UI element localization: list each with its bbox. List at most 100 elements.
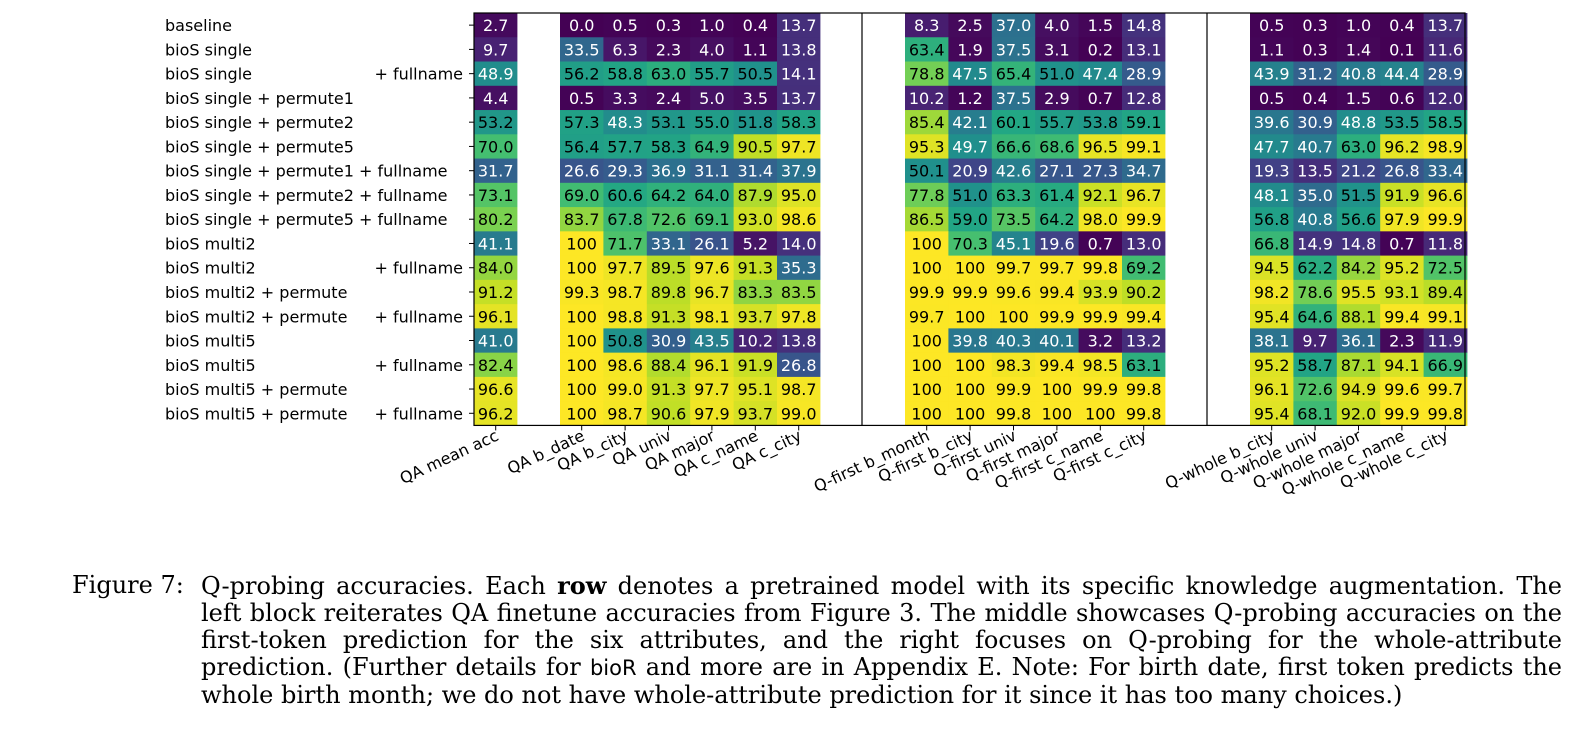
heatmap-cell <box>948 328 993 354</box>
cell-value: 90.6 <box>651 404 687 423</box>
heatmap-cell <box>690 207 734 232</box>
heatmap-cell <box>1122 352 1166 378</box>
heatmap-cell <box>1423 376 1468 402</box>
cell-value: 99.4 <box>1384 307 1420 326</box>
cell-value: 99.8 <box>1082 259 1118 278</box>
cell-value: 2.5 <box>957 16 982 35</box>
heatmap-cell <box>1336 134 1381 159</box>
heatmap-cell <box>1336 182 1381 208</box>
cell-value: 9.7 <box>1302 332 1327 351</box>
cell-value: 48.3 <box>607 113 643 132</box>
cell-value: 31.1 <box>694 162 730 181</box>
cell-value: 72.6 <box>651 210 687 229</box>
cell-value: 63.4 <box>909 40 945 59</box>
cell-value: 99.4 <box>1126 307 1162 326</box>
heatmap-cell <box>1380 207 1424 232</box>
heatmap-cell <box>646 61 691 87</box>
heatmap-cell <box>905 376 949 402</box>
heatmap-cell <box>690 13 734 38</box>
heatmap-cell <box>1380 231 1424 256</box>
cell-value: 58.3 <box>781 113 817 132</box>
cell-value: 55.7 <box>694 65 730 84</box>
heatmap-cell <box>991 328 1036 354</box>
heatmap-cell <box>905 110 949 135</box>
heatmap-cell <box>905 13 949 38</box>
cell-value: 100 <box>566 380 597 399</box>
cell-value: 42.1 <box>952 113 988 132</box>
heatmap-cell <box>777 182 821 208</box>
cell-value: 91.3 <box>651 307 687 326</box>
cell-value: 97.8 <box>781 307 817 326</box>
cell-value: 13.7 <box>781 16 817 35</box>
cell-value: 99.7 <box>996 259 1032 278</box>
heatmap-cell <box>905 37 949 62</box>
heatmap-cell <box>1380 13 1424 38</box>
cell-value: 69.0 <box>564 186 600 205</box>
heatmap-cell <box>474 37 518 62</box>
row-label: bioS single + permute1 <box>165 89 354 108</box>
cell-value: 98.7 <box>781 380 817 399</box>
heatmap-cell <box>1380 328 1424 354</box>
cell-value: 71.7 <box>607 234 643 253</box>
heatmap-cell <box>948 85 993 111</box>
cell-value: 93.0 <box>737 210 773 229</box>
heatmap-cell <box>1293 37 1338 62</box>
heatmap-cell <box>1122 231 1166 256</box>
heatmap-cell <box>777 304 821 329</box>
heatmap-cell <box>733 279 778 305</box>
cell-value: 64.9 <box>694 137 730 156</box>
cell-value: 100 <box>911 404 942 423</box>
cell-value: 0.4 <box>1389 16 1414 35</box>
heatmap-cell <box>905 231 949 256</box>
cell-value: 96.6 <box>478 380 514 399</box>
heatmap-cell <box>1250 231 1294 256</box>
cell-value: 96.7 <box>694 283 730 302</box>
row-label-suffix: + fullname <box>374 259 463 278</box>
heatmap-cell <box>777 328 821 354</box>
cell-value: 26.8 <box>1384 162 1420 181</box>
cell-value: 91.3 <box>651 380 687 399</box>
cell-value: 70.3 <box>952 234 988 253</box>
cell-value: 12.8 <box>1126 89 1162 108</box>
heatmap-cell <box>733 85 778 111</box>
cell-value: 48.9 <box>478 65 514 84</box>
cell-value: 13.0 <box>1126 234 1162 253</box>
cell-value: 64.2 <box>1039 210 1075 229</box>
cell-value: 96.1 <box>1254 380 1290 399</box>
cell-value: 44.4 <box>1384 65 1420 84</box>
heatmap-cell <box>1293 328 1338 354</box>
heatmap-cell <box>777 110 821 135</box>
cell-value: 50.8 <box>607 332 643 351</box>
heatmap-cell <box>474 255 518 281</box>
cell-value: 55.7 <box>1039 113 1075 132</box>
heatmap-cell <box>474 85 518 111</box>
cell-value: 99.9 <box>1126 210 1162 229</box>
heatmap-cell <box>1078 182 1123 208</box>
heatmap-cell <box>474 13 518 38</box>
cell-value: 40.8 <box>1297 210 1333 229</box>
cell-value: 0.3 <box>1302 16 1327 35</box>
cell-value: 100 <box>1042 404 1073 423</box>
heatmap-cell <box>1380 352 1424 378</box>
heatmap-cell <box>646 158 691 184</box>
heatmap-cell <box>560 352 604 378</box>
heatmap-cell <box>1380 279 1424 305</box>
cell-value: 8.3 <box>914 16 939 35</box>
heatmap-cell <box>1122 158 1166 184</box>
cell-value: 37.5 <box>996 89 1032 108</box>
heatmap-cell <box>1035 110 1079 135</box>
cell-value: 99.4 <box>1039 283 1075 302</box>
heatmap-cell <box>1336 401 1381 426</box>
cell-value: 2.3 <box>656 40 681 59</box>
heatmap-cell <box>991 37 1036 62</box>
heatmap-cell <box>777 61 821 87</box>
heatmap-cell <box>777 376 821 402</box>
cell-value: 100 <box>1042 380 1073 399</box>
cell-value: 59.0 <box>952 210 988 229</box>
heatmap-cell <box>733 182 778 208</box>
heatmap-cell <box>1380 304 1424 329</box>
cell-value: 57.7 <box>607 137 643 156</box>
heatmap-cell <box>948 304 993 329</box>
heatmap-cell <box>690 279 734 305</box>
heatmap-cell <box>991 207 1036 232</box>
